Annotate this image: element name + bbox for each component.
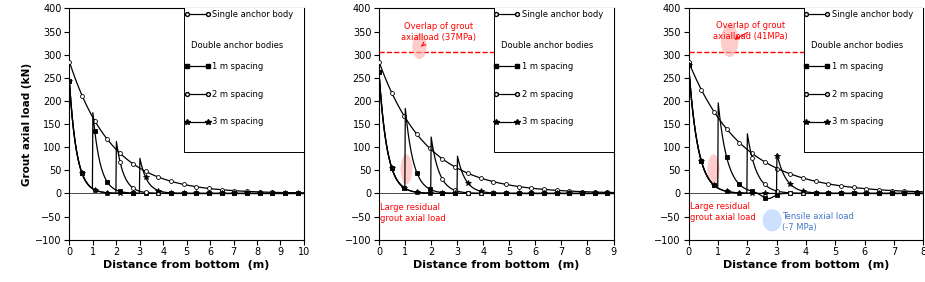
Text: Overlap of grout
axialload (37MPa): Overlap of grout axialload (37MPa) xyxy=(401,22,476,46)
Text: Double anchor bodies: Double anchor bodies xyxy=(501,41,593,50)
Ellipse shape xyxy=(708,154,720,184)
Bar xyxy=(804,6,923,152)
Text: 3 m spacing: 3 m spacing xyxy=(832,117,883,126)
Text: Large residual
grout axial load: Large residual grout axial load xyxy=(690,202,756,222)
Text: 1 m spacing: 1 m spacing xyxy=(213,62,264,71)
Text: 1 m spacing: 1 m spacing xyxy=(832,62,883,71)
X-axis label: Distance from bottom  (m): Distance from bottom (m) xyxy=(104,260,270,270)
Bar xyxy=(184,6,304,152)
Text: Double anchor bodies: Double anchor bodies xyxy=(191,41,284,50)
Text: 2 m spacing: 2 m spacing xyxy=(213,89,264,98)
Text: Single anchor body: Single anchor body xyxy=(522,10,603,19)
Y-axis label: Grout axial load (kN): Grout axial load (kN) xyxy=(22,63,32,186)
Text: 3 m spacing: 3 m spacing xyxy=(522,117,574,126)
Ellipse shape xyxy=(401,154,413,184)
Text: 3 m spacing: 3 m spacing xyxy=(213,117,264,126)
Text: Overlap of grout
axialload (41MPa): Overlap of grout axialload (41MPa) xyxy=(713,21,787,41)
Text: 2 m spacing: 2 m spacing xyxy=(522,89,574,98)
Text: 1 m spacing: 1 m spacing xyxy=(522,62,574,71)
Ellipse shape xyxy=(413,34,426,59)
Ellipse shape xyxy=(721,25,738,57)
Text: Double anchor bodies: Double anchor bodies xyxy=(810,41,903,50)
Text: Tensile axial load
(-7 MPa): Tensile axial load (-7 MPa) xyxy=(783,212,855,232)
X-axis label: Distance from bottom  (m): Distance from bottom (m) xyxy=(722,260,889,270)
Ellipse shape xyxy=(762,209,782,231)
Text: Single anchor body: Single anchor body xyxy=(213,10,294,19)
X-axis label: Distance from bottom  (m): Distance from bottom (m) xyxy=(413,260,579,270)
Text: Large residual
grout axial load: Large residual grout axial load xyxy=(380,203,446,222)
Text: Single anchor body: Single anchor body xyxy=(832,10,913,19)
Text: 2 m spacing: 2 m spacing xyxy=(832,89,883,98)
Bar xyxy=(494,6,613,152)
